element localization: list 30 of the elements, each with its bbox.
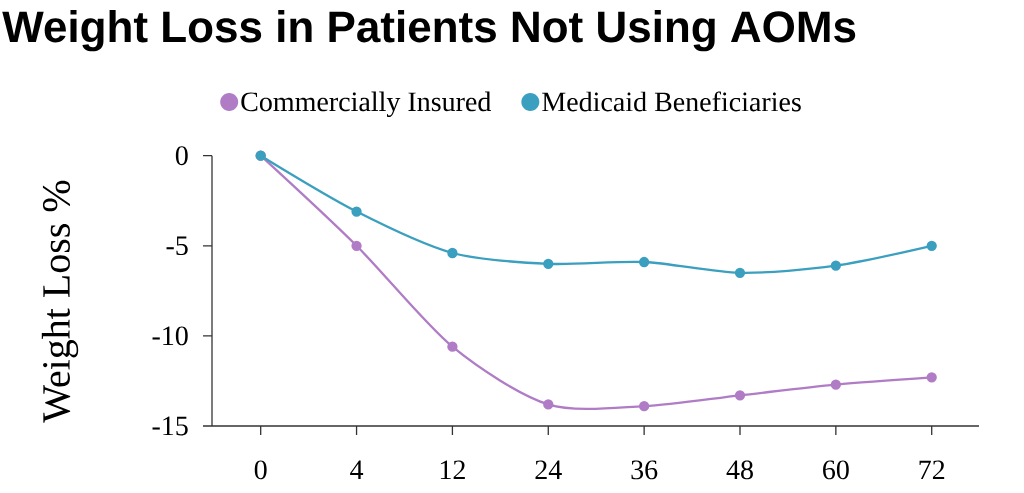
point (926, 372, 937, 383)
point (734, 390, 746, 401)
x-tick-label: 24 (535, 460, 562, 479)
x-tick-label: 60 (823, 460, 849, 480)
y-tick-label: -5 (166, 236, 188, 256)
y-axis-title: Weight Loss % (41, 180, 79, 423)
point (638, 256, 650, 268)
y-tick-label: -10 (152, 326, 188, 346)
legend-label: Medicaid Beneficiaries (542, 91, 801, 112)
point (543, 399, 554, 410)
point (351, 206, 362, 217)
point (543, 258, 554, 269)
point (734, 267, 746, 278)
point (351, 240, 362, 251)
point (830, 379, 841, 390)
chart-title: Weight Loss in Patients Not Using AOMs (2, 10, 856, 52)
point (447, 247, 458, 259)
point (830, 260, 841, 271)
point (638, 401, 650, 412)
legend-label: Commercially Insured (241, 91, 492, 117)
x-tick-label: 4 (350, 460, 364, 479)
point (447, 341, 458, 352)
y-tick-label: 0 (175, 146, 188, 166)
y-tick-label: -15 (152, 416, 188, 436)
x-tick-label: 72 (919, 460, 945, 479)
point (926, 240, 937, 251)
x-tick-label: 0 (254, 460, 267, 480)
x-tick-label: 48 (726, 460, 753, 480)
x-tick-label: 36 (631, 460, 658, 480)
x-tick-label: 12 (440, 460, 465, 479)
